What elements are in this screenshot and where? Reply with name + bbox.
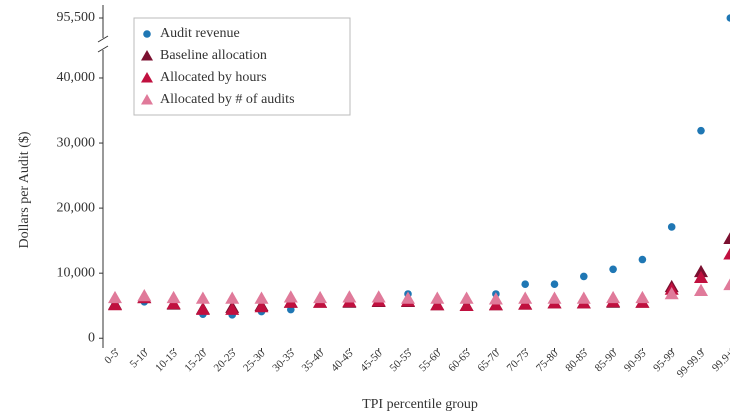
x-tick-label: 99.9+: [710, 348, 730, 374]
x-tick-label: 35-40: [300, 347, 327, 374]
legend-marker: [141, 50, 153, 61]
x-tick-label: 95-99: [651, 347, 678, 374]
legend-marker: [141, 94, 153, 105]
point: [108, 298, 122, 311]
x-tick-label: 65-70: [475, 347, 502, 374]
point: [225, 302, 240, 315]
x-tick-label: 70-75: [505, 347, 532, 374]
x-tick-label: 30-35: [270, 347, 297, 374]
y-tick-label: 0: [88, 330, 95, 345]
x-tick-label: 99-99.9: [675, 347, 708, 380]
legend-marker: [141, 72, 153, 83]
axis-break: [97, 35, 109, 43]
x-tick-label: 85-90: [593, 347, 620, 374]
legend-label: Allocated by # of audits: [160, 92, 295, 107]
x-tick-label: 90-95: [622, 347, 649, 374]
point: [580, 272, 588, 281]
point: [430, 291, 445, 304]
point: [547, 291, 562, 304]
legend-label: Baseline allocation: [160, 48, 267, 63]
point: [283, 290, 298, 303]
point: [430, 298, 445, 311]
point: [576, 291, 591, 304]
x-tick-label: 55-60: [417, 347, 444, 374]
point: [667, 223, 676, 231]
point: [606, 290, 621, 304]
point: [726, 14, 730, 22]
point: [638, 255, 647, 264]
x-tick-label: 80-85: [563, 347, 590, 374]
point: [225, 291, 240, 304]
legend: Audit revenue Baseline allocation Allocate…: [133, 17, 351, 116]
point: [694, 283, 708, 296]
point: [521, 280, 529, 289]
x-tick-label: 45-50: [358, 347, 385, 374]
point: [371, 290, 386, 303]
point: [459, 291, 474, 304]
point: [694, 270, 708, 283]
point: [166, 290, 181, 304]
legend-label: Allocated by hours: [160, 70, 267, 85]
point: [313, 290, 328, 304]
point: [518, 291, 533, 304]
point: [195, 291, 210, 304]
y-tick-label: 30,000: [57, 135, 96, 150]
point: [254, 291, 269, 304]
point: [287, 305, 295, 314]
x-tick-label: 10-15: [153, 347, 180, 374]
y-axis-label: Dollars per Audit ($): [17, 131, 32, 248]
y-tick-label: 20,000: [57, 200, 96, 215]
point: [723, 278, 730, 291]
point: [195, 302, 210, 315]
x-tick-label: 20-25: [212, 347, 239, 374]
point: [459, 298, 474, 311]
x-tick-label: 25-30: [241, 347, 268, 374]
x-tick-label: 40-45: [329, 347, 356, 374]
point: [609, 265, 617, 274]
point: [108, 290, 122, 304]
axis-break: [97, 45, 109, 53]
point: [137, 288, 152, 302]
legend-label: Audit revenue: [160, 26, 240, 41]
x-tick-label: 50-55: [387, 347, 414, 374]
point: [723, 247, 730, 260]
y-tick-label: 10,000: [57, 265, 96, 280]
point: [635, 290, 650, 304]
legend-marker: [143, 30, 151, 38]
point: [401, 291, 415, 304]
x-tick-label: 5-10: [128, 347, 151, 370]
point: [342, 290, 357, 303]
point: [697, 126, 705, 135]
point: [664, 286, 679, 300]
y-tick-label: 40,000: [57, 70, 96, 85]
x-tick-label: 0-5: [102, 347, 121, 366]
point: [488, 292, 503, 305]
x-axis-label: TPI percentile group: [362, 397, 478, 412]
legend-box: [133, 17, 351, 116]
x-tick-label: 60-65: [446, 347, 473, 374]
x-tick-label: 15-20: [182, 347, 209, 374]
point: [550, 280, 559, 289]
y-tick-label: 95,500: [57, 10, 96, 25]
x-tick-label: 75-80: [534, 347, 561, 374]
point: [723, 232, 730, 244]
point: [254, 300, 269, 313]
